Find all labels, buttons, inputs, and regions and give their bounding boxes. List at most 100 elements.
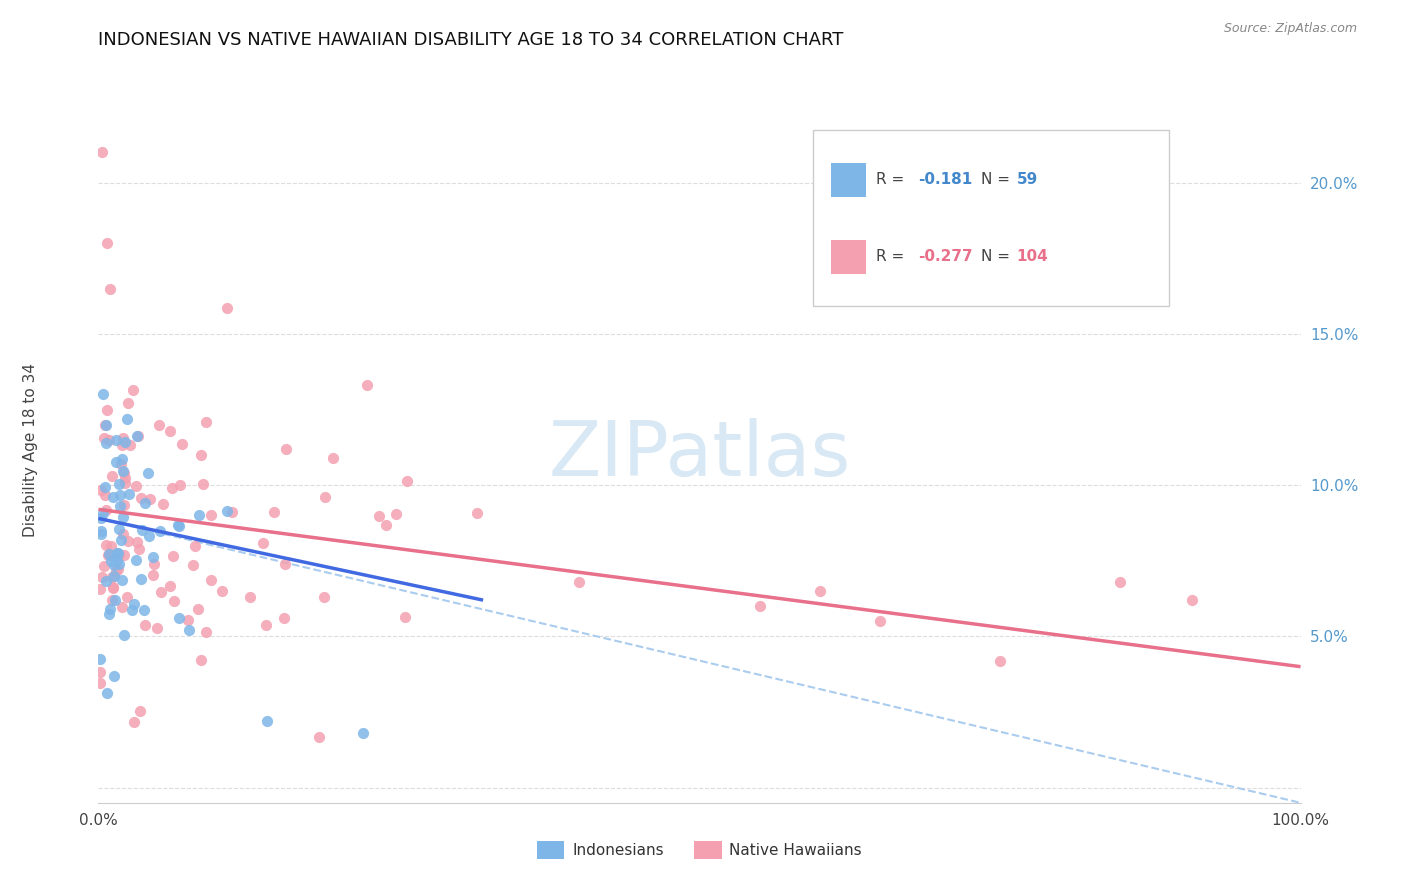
Point	[103, 569, 125, 583]
Point	[152, 497, 174, 511]
Point	[142, 549, 165, 564]
Point	[117, 396, 139, 410]
Point	[256, 714, 278, 728]
Point	[149, 524, 172, 538]
Point	[352, 726, 374, 740]
Point	[89, 676, 111, 690]
Point	[101, 490, 124, 504]
Point	[368, 509, 391, 524]
Point	[90, 527, 112, 541]
Point	[111, 452, 134, 467]
Point	[200, 508, 222, 522]
Point	[93, 431, 115, 445]
Point	[117, 534, 139, 549]
Point	[238, 591, 260, 605]
Point	[1181, 593, 1204, 607]
Point	[103, 593, 125, 607]
Point	[111, 573, 134, 587]
Point	[96, 403, 118, 417]
Point	[312, 590, 335, 604]
Point	[869, 615, 891, 629]
Point	[465, 506, 488, 520]
Point	[988, 654, 1011, 668]
Point	[188, 508, 211, 522]
Point	[187, 602, 209, 616]
Point	[124, 552, 146, 566]
Point	[211, 584, 233, 599]
Point	[103, 580, 125, 594]
Point	[128, 541, 150, 556]
Point	[190, 448, 212, 462]
Point	[91, 145, 114, 160]
Point	[96, 236, 118, 251]
Point	[195, 625, 218, 640]
Point	[103, 558, 125, 572]
Point	[191, 477, 214, 491]
Point	[167, 519, 190, 533]
Point	[91, 507, 114, 521]
Point	[190, 653, 212, 667]
Point	[90, 483, 112, 497]
Point	[112, 466, 135, 480]
Point	[394, 610, 416, 624]
Point	[94, 418, 117, 433]
Point	[97, 547, 120, 561]
Text: INDONESIAN VS NATIVE HAWAIIAN DISABILITY AGE 18 TO 34 CORRELATION CHART: INDONESIAN VS NATIVE HAWAIIAN DISABILITY…	[98, 31, 844, 49]
Point	[94, 435, 117, 450]
Point	[100, 281, 122, 295]
Point	[107, 477, 129, 491]
Point	[375, 518, 398, 533]
Point	[1109, 574, 1132, 589]
Point	[93, 559, 115, 574]
Point	[105, 546, 128, 560]
Point	[110, 533, 132, 548]
Point	[115, 411, 138, 425]
Text: Disability Age 18 to 34: Disability Age 18 to 34	[24, 363, 38, 538]
Point	[107, 549, 129, 563]
Point	[177, 623, 200, 637]
Point	[136, 466, 159, 480]
Point	[169, 611, 191, 625]
Point	[97, 549, 120, 563]
Text: R =: R =	[876, 172, 910, 187]
Point	[108, 522, 131, 536]
Point	[568, 574, 591, 589]
Point	[142, 557, 165, 571]
Legend: Indonesians, Native Hawaiians: Indonesians, Native Hawaiians	[531, 835, 868, 864]
Point	[94, 488, 117, 502]
Point	[122, 384, 145, 398]
Text: R =: R =	[876, 249, 910, 264]
Point	[107, 549, 129, 563]
Point	[134, 618, 156, 632]
Point	[114, 628, 136, 642]
Text: Source: ZipAtlas.com: Source: ZipAtlas.com	[1223, 22, 1357, 36]
Point	[89, 665, 111, 679]
Point	[808, 584, 831, 599]
Point	[96, 686, 118, 700]
Point	[98, 607, 121, 622]
Text: N =: N =	[981, 249, 1015, 264]
Point	[217, 301, 239, 315]
Point	[101, 593, 124, 607]
Point	[322, 450, 344, 465]
Point	[100, 554, 122, 568]
Point	[252, 536, 274, 550]
Point	[89, 652, 111, 666]
Point	[90, 511, 112, 525]
Point	[385, 507, 408, 521]
Point	[395, 474, 418, 488]
Point	[273, 611, 295, 625]
Point	[314, 490, 336, 504]
Point	[159, 579, 181, 593]
Point	[132, 603, 155, 617]
Point	[215, 504, 238, 518]
Point	[98, 602, 121, 616]
Point	[160, 481, 183, 495]
Point	[356, 377, 378, 392]
Text: ZIPatlas: ZIPatlas	[548, 418, 851, 491]
Point	[159, 424, 181, 438]
Text: 59: 59	[1017, 172, 1038, 187]
Point	[94, 417, 117, 432]
Point	[91, 387, 114, 401]
Point	[129, 704, 152, 718]
